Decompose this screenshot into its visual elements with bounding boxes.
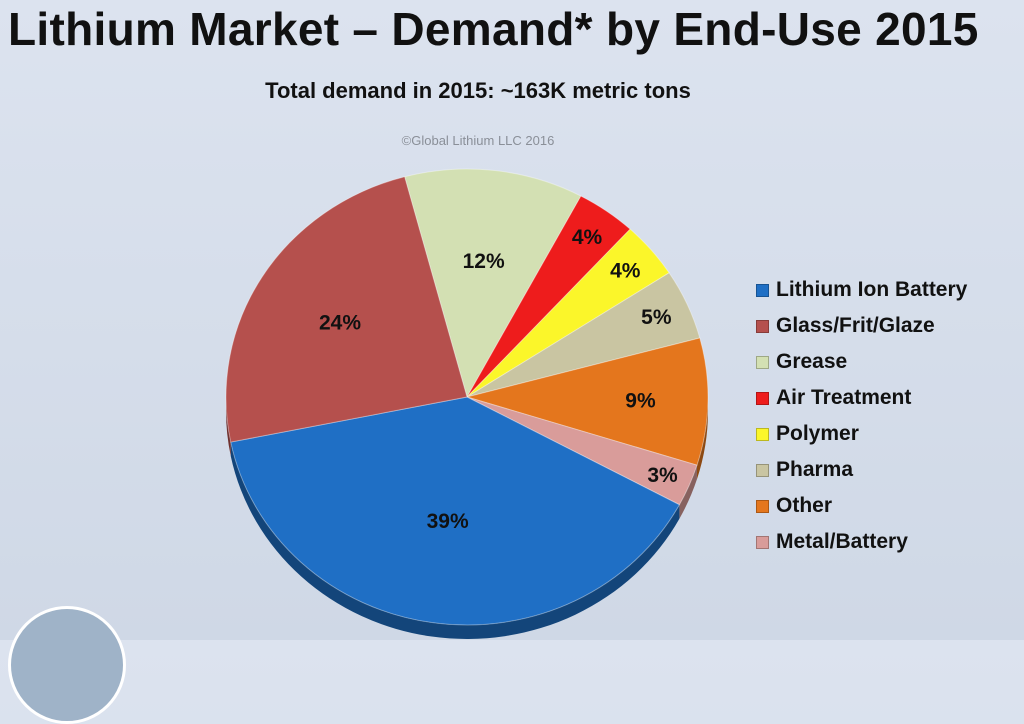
pie-rim-metal-battery bbox=[679, 465, 697, 519]
legend-label: Air Treatment bbox=[776, 386, 912, 409]
chart-subtitle: Total demand in 2015: ~163K metric tons bbox=[265, 78, 691, 103]
slice-label-metal-battery: 3% bbox=[647, 464, 678, 487]
legend-swatch bbox=[756, 535, 769, 549]
legend-label: Glass/Frit/Glaze bbox=[776, 314, 935, 337]
legend-swatch bbox=[756, 391, 769, 405]
slice-label-other: 9% bbox=[625, 389, 656, 412]
legend-label: Metal/Battery bbox=[776, 530, 908, 553]
pie-slice-air-treatment bbox=[466, 195, 631, 398]
legend-item: Other bbox=[756, 488, 967, 524]
legend-label: Grease bbox=[776, 350, 848, 373]
pie-slice-glass-frit-glaze bbox=[225, 176, 468, 443]
legend-label: Pharma bbox=[776, 458, 854, 481]
chart-legend: Lithium Ion Battery Glass/Frit/Glaze Greas… bbox=[756, 272, 967, 560]
legend-swatch bbox=[756, 463, 769, 477]
legend-item: Metal/Battery bbox=[756, 524, 967, 560]
legend-label: Lithium Ion Battery bbox=[776, 278, 968, 301]
pie-slice-other bbox=[465, 337, 709, 466]
slice-label-glass-frit-glaze: 24% bbox=[319, 312, 361, 335]
legend-label: Polymer bbox=[776, 422, 859, 445]
slice-label-lithium-ion-battery: 39% bbox=[427, 510, 469, 533]
legend-label: Other bbox=[776, 494, 833, 517]
pie-slice-metal-battery bbox=[466, 396, 698, 506]
pie-slice-grease bbox=[404, 168, 582, 399]
copyright-annotation: ©Global Lithium LLC 2016 bbox=[401, 133, 555, 148]
slice-label-grease: 12% bbox=[463, 250, 505, 273]
slice-label-pharma: 5% bbox=[641, 306, 672, 329]
legend-swatch bbox=[756, 427, 769, 441]
legend-item: Pharma bbox=[756, 452, 967, 488]
legend-swatch bbox=[756, 283, 769, 297]
legend-item: Glass/Frit/Glaze bbox=[756, 308, 967, 344]
slice-label-polymer: 4% bbox=[610, 259, 641, 282]
slice-label-air-treatment: 4% bbox=[572, 226, 603, 249]
pie-slice-pharma bbox=[466, 272, 701, 398]
corner-logo bbox=[8, 606, 126, 724]
legend-item: Lithium Ion Battery bbox=[756, 272, 967, 308]
legend-item: Grease bbox=[756, 344, 967, 380]
pie-slice-lithium-ion-battery bbox=[230, 396, 681, 626]
pie-slice-polymer bbox=[466, 228, 670, 398]
chart-title: Lithium Market – Demand* by End-Use 2015 bbox=[8, 3, 979, 55]
legend-swatch bbox=[756, 355, 769, 369]
legend-swatch bbox=[756, 499, 769, 513]
pie-rim-glass-frit-glaze bbox=[226, 397, 231, 457]
pie-rim-other bbox=[696, 397, 708, 480]
legend-item: Polymer bbox=[756, 416, 967, 452]
legend-swatch bbox=[756, 319, 769, 333]
legend-item: Air Treatment bbox=[756, 380, 967, 416]
pie-chart: 12% 4% 4% 5% 9% 3% 39% 24% bbox=[225, 168, 709, 639]
